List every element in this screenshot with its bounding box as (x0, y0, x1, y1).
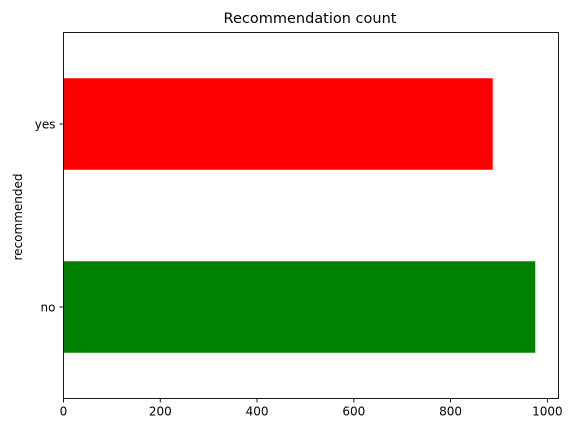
x-tick-label: 800 (439, 405, 462, 419)
y-tick-label-yes: yes (35, 118, 56, 132)
plot-frame (63, 32, 559, 399)
y-tick-label-no: no (41, 301, 56, 315)
x-tick-label: 0 (60, 405, 68, 419)
x-tick-label: 400 (246, 405, 269, 419)
x-tick-label: 600 (342, 405, 365, 419)
y-axis-label: recommended (11, 174, 25, 261)
x-ticks-group: 0 200 400 600 800 1000 (60, 398, 563, 419)
x-tick-label: 200 (149, 405, 172, 419)
y-ticks-group: no yes (35, 118, 64, 315)
x-tick-label: 1000 (532, 405, 563, 419)
bar-no (63, 261, 536, 353)
chart-title: Recommendation count (224, 11, 397, 27)
bars-group (63, 78, 536, 353)
bar-yes (63, 78, 493, 170)
